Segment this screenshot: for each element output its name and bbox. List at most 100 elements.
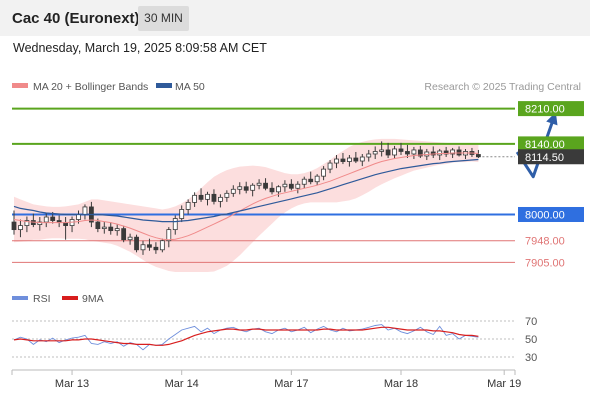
candle-body <box>417 149 423 157</box>
candle-body <box>230 188 236 194</box>
candle-body <box>411 149 417 155</box>
candle-body <box>237 186 243 190</box>
candle-body <box>121 228 127 241</box>
candle-body <box>134 236 139 251</box>
x-axis-tick-label: Mar 18 <box>384 378 418 390</box>
level-label-8140.00: 8140.00 <box>525 139 565 151</box>
candle-body <box>295 183 301 189</box>
candle-body <box>359 156 365 162</box>
rsi-tick-label: 30 <box>525 352 537 364</box>
candle-body <box>385 149 391 156</box>
current-price-tag <box>518 149 584 165</box>
candle-body <box>179 209 185 219</box>
candle-body <box>147 244 152 248</box>
candle-body <box>379 149 385 152</box>
ma20-legend-label: MA 20 + Bollinger Bands <box>33 81 148 93</box>
candle-body <box>256 182 262 186</box>
level-tag-8210.00 <box>518 101 584 117</box>
ma20-legend-swatch <box>12 83 28 88</box>
candle-body <box>37 221 43 225</box>
level-tag-8140.00 <box>518 136 584 152</box>
rsi-line <box>13 324 479 351</box>
candle-body <box>308 178 314 183</box>
credit-label: Research © 2025 Trading Central <box>424 81 581 93</box>
instrument-title: Cac 40 (Euronext) <box>12 10 140 27</box>
candle-body <box>101 226 107 230</box>
x-axis-tick-label: Mar 13 <box>55 378 89 390</box>
candle-body <box>276 186 281 193</box>
candle-body <box>159 240 165 251</box>
candle-body <box>269 187 275 193</box>
ma50-legend-label: MA 50 <box>175 81 205 93</box>
candle-body <box>314 175 320 183</box>
level-label-7948.00: 7948.00 <box>525 236 565 248</box>
ma50-legend-swatch <box>156 83 172 88</box>
candle-body <box>346 157 352 162</box>
candle-body <box>398 148 404 152</box>
x-axis-tick-label: Mar 14 <box>165 378 199 390</box>
candle-body <box>372 151 378 155</box>
candle-body <box>437 150 443 156</box>
candle-body <box>475 154 481 158</box>
candle-body <box>76 214 81 220</box>
candle-body <box>18 225 23 231</box>
candle-body <box>82 206 88 215</box>
candle-body <box>205 193 210 200</box>
candle-body <box>185 201 191 210</box>
candle-body <box>24 220 30 226</box>
candle-body <box>114 228 120 232</box>
candle-body <box>450 149 456 155</box>
timestamp: Wednesday, March 19, 2025 8:09:58 AM CET <box>13 41 267 55</box>
current-price-label: 8114.50 <box>525 152 564 164</box>
x-axis-tick-label: Mar 17 <box>274 378 308 390</box>
candle-body <box>456 149 462 156</box>
candle-body <box>140 244 146 251</box>
candle-body <box>353 157 359 162</box>
rsi-ma-line <box>13 326 479 346</box>
candle-body <box>288 183 294 189</box>
candle-body <box>50 216 56 221</box>
candle-body <box>405 151 410 155</box>
candle-body <box>108 226 114 232</box>
rsi-ma-legend-swatch <box>62 296 78 300</box>
candle-body <box>153 246 159 251</box>
candle-body <box>327 162 333 170</box>
level-tag-8000.00 <box>518 206 584 222</box>
candle-body <box>224 192 230 198</box>
candle-body <box>250 184 256 191</box>
candle-body <box>166 229 172 242</box>
candle-body <box>198 194 204 200</box>
candle-body <box>172 218 178 231</box>
level-label-7905.00: 7905.00 <box>525 257 565 269</box>
ma50-line <box>13 158 479 223</box>
candle-body <box>11 221 17 231</box>
candle-body <box>263 182 268 189</box>
chart-header: Cac 40 (Euronext) 30 MIN <box>0 0 590 36</box>
candle-body <box>243 186 249 191</box>
candle-body <box>334 158 339 164</box>
candle-body <box>321 168 327 177</box>
rsi-tick-label: 50 <box>525 334 537 346</box>
candle-body <box>192 194 198 203</box>
candle-body <box>127 236 133 241</box>
ma20-line <box>13 152 479 241</box>
candle-body <box>43 216 49 223</box>
rsi-legend-swatch <box>12 296 28 300</box>
level-label-8000.00: 8000.00 <box>525 209 565 221</box>
x-axis-tick-label: Mar 19 <box>487 378 521 390</box>
rsi-tick-label: 70 <box>525 316 537 328</box>
candle-body <box>301 178 307 185</box>
candle-body <box>392 148 397 156</box>
bollinger-band-area <box>14 138 479 272</box>
candle-body <box>217 196 223 202</box>
candle-body <box>95 221 101 230</box>
candle-body <box>366 153 372 158</box>
rsi-ma-legend-label: 9MA <box>82 293 104 305</box>
interval-button[interactable]: 30 MIN <box>138 6 189 31</box>
level-label-8210.00: 8210.00 <box>525 104 565 116</box>
rsi-legend-label: RSI <box>33 293 51 305</box>
candle-body <box>340 158 346 162</box>
candle-body <box>211 193 217 202</box>
